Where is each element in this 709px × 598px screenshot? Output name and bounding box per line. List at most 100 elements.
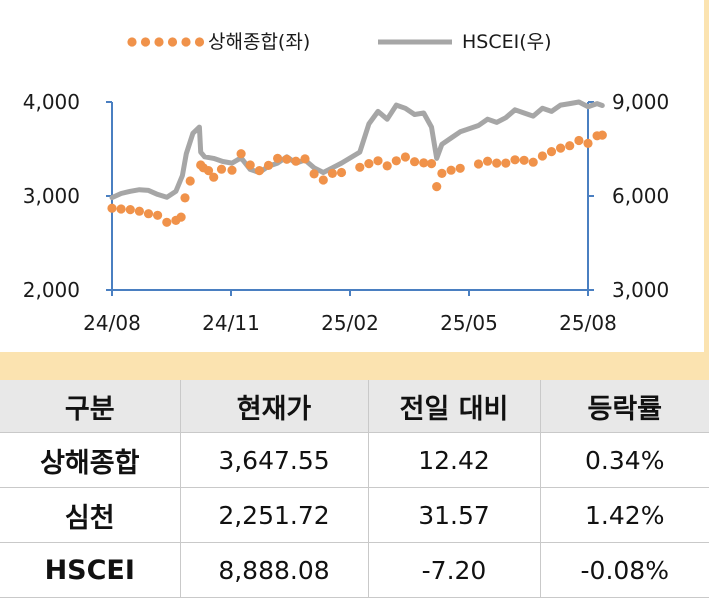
legend-label-hscei: HSCEI(우) xyxy=(462,31,552,53)
shanghai-point xyxy=(519,155,529,165)
legend-dot xyxy=(167,37,178,47)
shanghai-point xyxy=(318,175,328,185)
legend-item-shanghai: 상해종합(좌) xyxy=(127,31,310,53)
decorative-strip xyxy=(704,0,709,356)
index-name-cell: 상해종합 xyxy=(0,432,181,488)
shanghai-series xyxy=(107,130,607,227)
column-header: 등락률 xyxy=(540,380,709,433)
shanghai-point xyxy=(300,154,310,164)
legend-dot xyxy=(181,37,191,47)
shanghai-point xyxy=(203,166,214,176)
column-header: 전일 대비 xyxy=(368,380,541,433)
index-name-cell: HSCEI xyxy=(0,542,181,598)
price-cell: 3,647.55 xyxy=(180,432,369,488)
shanghai-point xyxy=(134,206,144,216)
legend-dot xyxy=(127,37,137,47)
hscei-line xyxy=(109,99,605,201)
shanghai-point xyxy=(364,159,374,169)
chart-legend: 상해종합(좌) HSCEI(우) xyxy=(127,31,552,53)
chart-panel: 상해종합(좌) HSCEI(우) 4,000 3,000 2,000 9,000 6,0… xyxy=(22,31,670,335)
decorative-band xyxy=(0,352,709,380)
table-row: 심천 2,251.72 31.57 1.42% xyxy=(0,487,709,543)
shanghai-point xyxy=(446,165,456,175)
price-cell: 8,888.08 xyxy=(180,542,369,598)
index-name-cell: 심천 xyxy=(0,487,181,543)
shanghai-point xyxy=(153,210,163,220)
left-tick-label: 4,000 xyxy=(23,90,80,114)
shanghai-point xyxy=(437,168,447,178)
change-cell: -7.20 xyxy=(368,542,541,598)
x-tick-label: 25/08 xyxy=(559,311,617,335)
shanghai-point xyxy=(291,156,301,166)
shanghai-point xyxy=(426,159,437,169)
right-tick-label: 9,000 xyxy=(612,90,669,114)
shanghai-point xyxy=(501,158,511,168)
column-header: 구분 xyxy=(0,380,181,433)
shanghai-point xyxy=(185,176,195,186)
shanghai-point xyxy=(510,155,520,165)
shanghai-point xyxy=(565,141,575,151)
shanghai-point xyxy=(125,205,135,215)
table-row: 상해종합 3,647.55 12.42 0.34% xyxy=(0,432,709,488)
rate-cell: 1.42% xyxy=(540,487,709,543)
right-tick-label: 6,000 xyxy=(612,184,669,208)
price-cell: 2,251.72 xyxy=(180,487,369,543)
shanghai-point xyxy=(419,158,429,168)
shanghai-point xyxy=(597,130,607,140)
shanghai-point xyxy=(309,169,319,179)
legend-dot xyxy=(154,37,164,47)
change-cell: 31.57 xyxy=(368,487,541,543)
rate-cell: 0.34% xyxy=(540,432,709,488)
shanghai-point xyxy=(528,157,538,167)
shanghai-point xyxy=(473,159,484,169)
shanghai-point xyxy=(537,151,548,161)
right-tick-label: 3,000 xyxy=(612,278,669,302)
shanghai-point xyxy=(180,193,190,203)
x-tick-label: 25/02 xyxy=(321,311,379,335)
shanghai-point xyxy=(263,160,274,170)
x-tick-label: 24/11 xyxy=(202,311,260,335)
shanghai-point xyxy=(336,167,347,178)
table-row: HSCEI 8,888.08 -7.20 -0.08% xyxy=(0,542,709,598)
left-tick-label: 3,000 xyxy=(23,184,80,208)
shanghai-point xyxy=(483,156,493,166)
shanghai-point xyxy=(209,172,219,182)
shanghai-point xyxy=(245,160,255,170)
shanghai-point xyxy=(410,157,420,167)
shanghai-point xyxy=(455,163,465,173)
shanghai-point xyxy=(556,143,566,153)
shanghai-point xyxy=(355,162,365,172)
shanghai-point xyxy=(282,154,292,164)
shanghai-point xyxy=(162,217,172,227)
chart-axes: 4,000 3,000 2,000 9,000 6,000 3,000 24/08 24/11… xyxy=(23,90,670,335)
shanghai-point xyxy=(492,158,502,168)
shanghai-point xyxy=(546,147,557,157)
shanghai-point xyxy=(273,153,283,163)
legend-dot xyxy=(194,37,205,47)
left-tick-label: 2,000 xyxy=(23,278,80,302)
legend-label-shanghai: 상해종합(좌) xyxy=(208,31,310,53)
shanghai-point xyxy=(574,135,584,146)
shanghai-point xyxy=(400,152,410,162)
change-cell: 12.42 xyxy=(368,432,541,488)
shanghai-point xyxy=(107,203,117,213)
x-tick-label: 24/08 xyxy=(83,311,141,335)
shanghai-point xyxy=(216,164,227,174)
legend-item-hscei: HSCEI(우) xyxy=(378,31,552,53)
shanghai-point xyxy=(227,165,237,175)
hscei-series xyxy=(109,99,605,201)
market-summary-table: 구분 현재가 전일 대비 등락률 상해종합 3,647.55 12.42 0.3… xyxy=(0,380,709,598)
shanghai-point xyxy=(373,156,383,166)
shanghai-point xyxy=(143,209,154,219)
shanghai-point xyxy=(327,168,337,178)
table-header-row: 구분 현재가 전일 대비 등락률 xyxy=(0,380,709,433)
shanghai-point xyxy=(382,161,392,171)
rate-cell: -0.08% xyxy=(540,542,709,598)
legend-dot xyxy=(140,37,151,47)
x-tick-label: 25/05 xyxy=(440,311,498,335)
shanghai-point xyxy=(116,204,126,214)
index-chart: 상해종합(좌) HSCEI(우) 4,000 3,000 2,000 9,000 6,0… xyxy=(23,31,670,335)
shanghai-point xyxy=(583,138,593,148)
column-header: 현재가 xyxy=(180,380,369,433)
shanghai-point xyxy=(254,166,264,176)
